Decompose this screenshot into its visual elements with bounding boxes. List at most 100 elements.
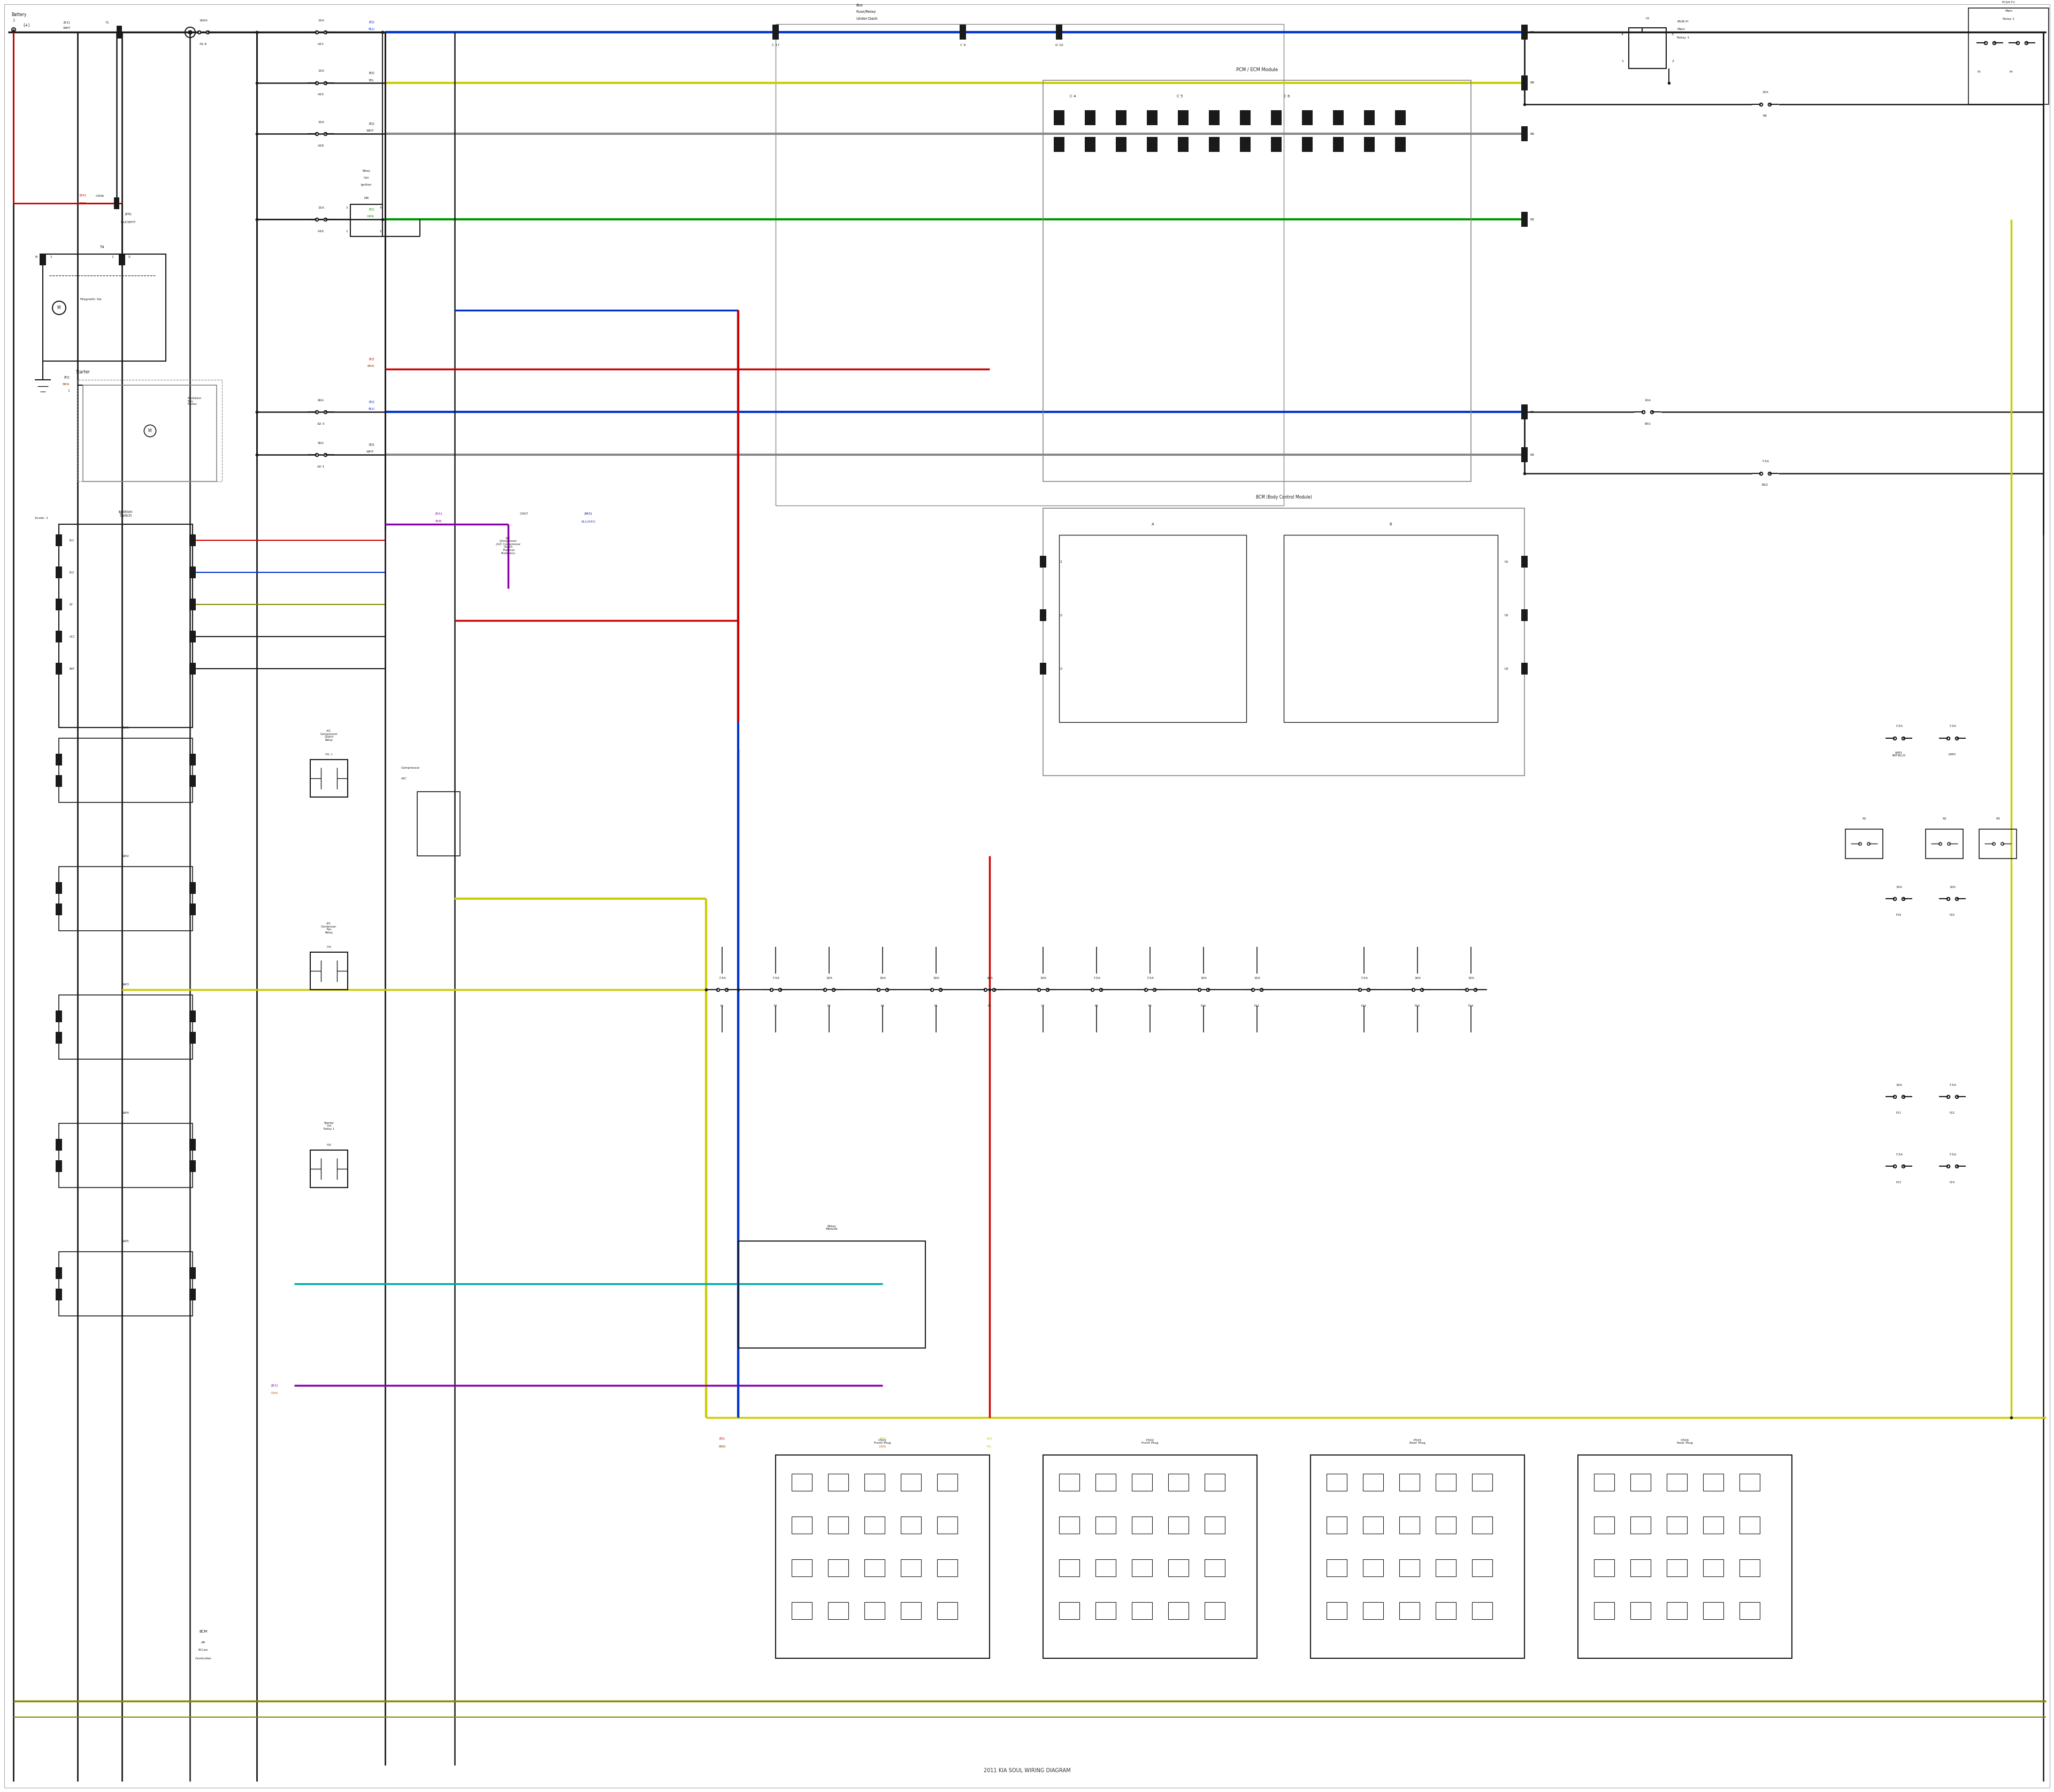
Text: BRN: BRN: [368, 366, 374, 367]
Text: 10A: 10A: [1469, 977, 1475, 978]
Text: [E1]: [E1]: [64, 22, 70, 23]
Bar: [1302, 136, 1313, 152]
Text: [B3]: [B3]: [271, 1383, 277, 1387]
Bar: [55, 1140, 62, 1150]
Bar: [1666, 1559, 1686, 1577]
Text: 10A: 10A: [1253, 977, 1261, 978]
Bar: [189, 882, 195, 894]
Bar: [1399, 1559, 1419, 1577]
Bar: [1146, 136, 1158, 152]
Bar: [55, 599, 62, 611]
Text: 10A: 10A: [826, 977, 832, 978]
Bar: [865, 1602, 885, 1620]
Text: LMP2: LMP2: [1949, 753, 1955, 756]
Bar: [310, 952, 347, 989]
Bar: [1473, 1559, 1493, 1577]
Bar: [1302, 109, 1313, 125]
Bar: [1399, 1602, 1419, 1620]
Text: SW3: SW3: [121, 984, 129, 986]
Text: 7.5A: 7.5A: [772, 977, 778, 978]
Text: SW5: SW5: [121, 1240, 129, 1242]
Text: ORN: ORN: [879, 1446, 887, 1448]
Bar: [1284, 536, 1497, 722]
Text: 10A: 10A: [318, 120, 325, 124]
Text: D1: D1: [1504, 561, 1508, 563]
Bar: [1241, 136, 1251, 152]
Bar: [310, 1150, 347, 1188]
Bar: [60, 1253, 193, 1315]
Bar: [1703, 1559, 1723, 1577]
Bar: [1169, 1602, 1189, 1620]
Bar: [82, 385, 216, 482]
Bar: [189, 903, 195, 916]
Text: Relay
Module: Relay Module: [826, 1224, 838, 1231]
Bar: [1095, 1473, 1115, 1491]
Bar: [1522, 211, 1528, 228]
Bar: [189, 599, 195, 611]
Text: A/C
Compressor
(A/C Compressor
Clutch
Thermal
Protector): A/C Compressor (A/C Compressor Clutch Th…: [495, 536, 520, 556]
Bar: [1115, 109, 1126, 125]
Text: F1: F1: [721, 1004, 723, 1007]
Bar: [1666, 1516, 1686, 1534]
Bar: [1740, 1473, 1760, 1491]
Text: [EJ]: [EJ]: [370, 358, 374, 360]
Bar: [1132, 1559, 1152, 1577]
Text: 7.5A: 7.5A: [1949, 1084, 1955, 1086]
Bar: [865, 1473, 885, 1491]
Bar: [1327, 1516, 1347, 1534]
Bar: [1844, 830, 1884, 858]
Bar: [776, 23, 1284, 505]
Bar: [1060, 1473, 1080, 1491]
Text: Fuse/Relay: Fuse/Relay: [857, 11, 875, 13]
Text: A/C: A/C: [401, 778, 407, 780]
Text: C3: C3: [1060, 667, 1064, 670]
Bar: [1177, 136, 1189, 152]
Text: B: B: [1389, 523, 1393, 525]
Bar: [1522, 75, 1528, 90]
Bar: [1146, 109, 1158, 125]
Text: 7.5A: 7.5A: [1093, 977, 1101, 978]
Bar: [937, 1516, 957, 1534]
Text: M2: M2: [327, 1143, 331, 1147]
Bar: [1436, 1559, 1456, 1577]
Text: BRN: BRN: [719, 1446, 725, 1448]
Text: T1: T1: [105, 22, 109, 23]
Text: F10: F10: [1202, 1004, 1206, 1007]
Bar: [60, 867, 193, 930]
Text: B3: B3: [1530, 453, 1534, 455]
Text: F22: F22: [1949, 1111, 1955, 1115]
Text: Under-Dash: Under-Dash: [857, 18, 877, 20]
Bar: [1054, 136, 1064, 152]
Text: 100A: 100A: [199, 20, 207, 22]
Text: [M3]: [M3]: [585, 513, 592, 514]
Bar: [55, 566, 62, 579]
Text: 10A: 10A: [1645, 400, 1651, 401]
Bar: [1703, 1602, 1723, 1620]
Text: B: B: [35, 256, 37, 258]
Bar: [1395, 136, 1405, 152]
Text: 10A: 10A: [933, 977, 939, 978]
Text: [E4]: [E4]: [80, 194, 86, 197]
Text: 15A: 15A: [318, 70, 325, 72]
Bar: [1204, 1602, 1224, 1620]
Bar: [189, 1032, 195, 1043]
Text: F14: F14: [1469, 1004, 1473, 1007]
Text: F7: F7: [1041, 1004, 1045, 1007]
Bar: [1169, 1559, 1189, 1577]
Text: C 17: C 17: [772, 45, 778, 47]
Text: S: S: [127, 256, 131, 258]
Text: YEL: YEL: [368, 79, 374, 82]
Text: D3: D3: [1504, 667, 1508, 670]
Text: 1: 1: [121, 195, 123, 197]
Text: C1: C1: [1060, 561, 1064, 563]
Bar: [1399, 1516, 1419, 1534]
Text: F8: F8: [1095, 1004, 1099, 1007]
Bar: [1364, 1602, 1382, 1620]
Bar: [1631, 1559, 1651, 1577]
Bar: [1522, 663, 1528, 674]
Text: 10A: 10A: [1415, 977, 1421, 978]
Bar: [1522, 609, 1528, 622]
Bar: [1631, 1516, 1651, 1534]
Text: Relay 1: Relay 1: [2003, 18, 2015, 20]
Text: 10A: 10A: [1762, 91, 1768, 93]
